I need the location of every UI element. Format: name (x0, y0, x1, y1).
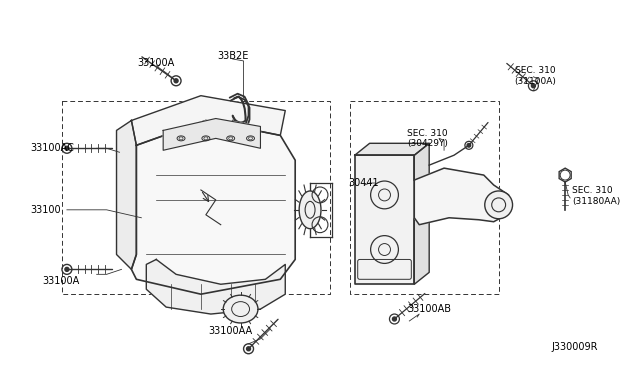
Text: 33B2E: 33B2E (217, 51, 248, 61)
Ellipse shape (223, 295, 258, 323)
Polygon shape (116, 121, 136, 269)
Circle shape (531, 84, 536, 88)
Circle shape (174, 79, 178, 83)
Polygon shape (414, 168, 509, 225)
Text: J330009R: J330009R (552, 342, 598, 352)
Polygon shape (163, 119, 260, 150)
Polygon shape (147, 259, 285, 314)
Text: 33100AC: 33100AC (30, 143, 74, 153)
Circle shape (246, 347, 250, 351)
Text: SEC. 310
(30429Y): SEC. 310 (30429Y) (407, 129, 448, 148)
Circle shape (392, 317, 396, 321)
Polygon shape (355, 143, 429, 155)
Text: SEC. 310
(31180AA): SEC. 310 (31180AA) (572, 186, 620, 206)
Ellipse shape (299, 191, 321, 229)
Circle shape (467, 144, 470, 147)
Text: 33100AB: 33100AB (407, 304, 451, 314)
Polygon shape (414, 143, 429, 284)
Polygon shape (131, 121, 295, 294)
Text: 33100A: 33100A (138, 58, 175, 68)
Circle shape (65, 267, 69, 271)
Polygon shape (131, 96, 285, 145)
Polygon shape (355, 155, 414, 284)
Text: SEC. 310
(31100A): SEC. 310 (31100A) (515, 66, 556, 86)
Text: 30441: 30441 (349, 178, 380, 188)
Circle shape (65, 146, 69, 150)
Text: 33100AA: 33100AA (209, 326, 253, 336)
Text: 33100: 33100 (30, 205, 61, 215)
Circle shape (484, 191, 513, 219)
Text: 33100A: 33100A (42, 276, 79, 286)
